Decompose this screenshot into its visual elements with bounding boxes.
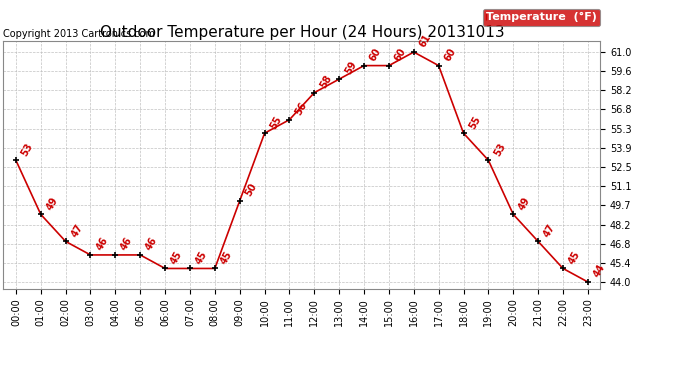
Text: 45: 45	[194, 249, 209, 266]
Text: Copyright 2013 Cartronics.com: Copyright 2013 Cartronics.com	[3, 29, 155, 39]
Legend: Temperature  (°F): Temperature (°F)	[483, 9, 600, 26]
Text: 53: 53	[492, 141, 508, 158]
Title: Outdoor Temperature per Hour (24 Hours) 20131013: Outdoor Temperature per Hour (24 Hours) …	[99, 25, 504, 40]
Text: 55: 55	[467, 114, 483, 130]
Text: 61: 61	[417, 33, 433, 50]
Text: 56: 56	[293, 100, 308, 117]
Text: 46: 46	[119, 236, 135, 252]
Text: 60: 60	[393, 46, 408, 63]
Text: 60: 60	[368, 46, 383, 63]
Text: 53: 53	[19, 141, 35, 158]
Text: 45: 45	[566, 249, 582, 266]
Text: 59: 59	[343, 60, 358, 76]
Text: 47: 47	[70, 222, 85, 239]
Text: 49: 49	[44, 195, 60, 211]
Text: 49: 49	[517, 195, 533, 211]
Text: 50: 50	[244, 182, 259, 198]
Text: 45: 45	[169, 249, 184, 266]
Text: 58: 58	[318, 73, 333, 90]
Text: 45: 45	[219, 249, 234, 266]
Text: 44: 44	[591, 262, 607, 279]
Text: 47: 47	[542, 222, 558, 239]
Text: 46: 46	[144, 236, 159, 252]
Text: 55: 55	[268, 114, 284, 130]
Text: 60: 60	[442, 46, 457, 63]
Text: 46: 46	[95, 236, 110, 252]
